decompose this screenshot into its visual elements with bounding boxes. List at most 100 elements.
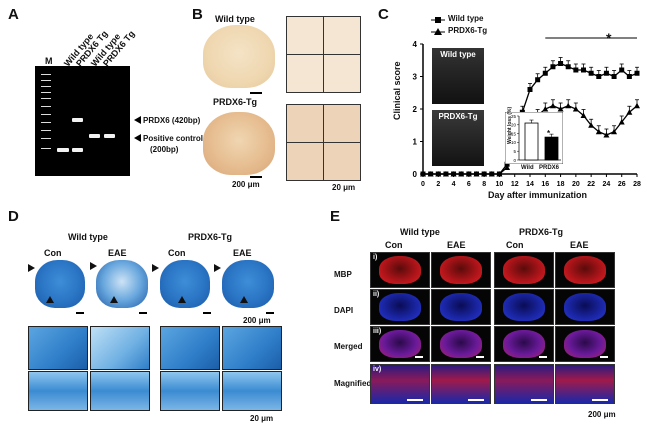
c-ylabel: Clinical score [392,61,402,120]
data-point [634,70,640,76]
arrow-icon [134,134,141,142]
tissue-section-prdx6 [203,112,275,175]
row-prdx6-label: PRDX6-Tg [213,97,258,107]
scale-20um: 20 μm [332,183,356,192]
tissue-section-wildtype [203,25,275,88]
x-tick-label: 10 [496,181,504,188]
arrowhead-icon [28,264,35,272]
e-row-mbp: MBP [334,270,352,279]
significance-star: * [606,30,612,46]
arrowhead-icon [110,296,118,303]
data-point [626,74,632,79]
y-tick-label: 2 [413,105,418,114]
prdx6-band [72,118,83,122]
data-point [442,171,449,177]
data-point [450,171,457,177]
x-tick-label: 20 [572,181,580,188]
data-point [488,171,495,177]
data-point [504,164,511,170]
row-wildtype-label: Wild type [215,14,255,24]
inset-bar-1 [544,136,559,161]
data-point [549,102,556,109]
d-group2: PRDX6-Tg [188,232,233,242]
e-group2: PRDX6-Tg [519,227,564,237]
data-point [588,122,595,128]
data-point [496,171,503,177]
d-con2: Con [168,248,186,258]
inset-cat-wild: Wild [521,165,534,171]
band2-label-line1: Positive control [143,134,204,143]
d-eae2: EAE [233,248,252,258]
data-point [565,64,571,70]
x-tick-label: 2 [436,181,440,188]
inset-star: * [547,129,551,138]
data-point [481,171,488,177]
y-tick-label: 0 [413,170,418,179]
c-xlabel: Day after immunization [488,190,588,200]
scale-200um: 200 μm [232,180,260,189]
data-point [427,171,434,177]
legend-marker-square [435,17,441,23]
mouse-photo-prdx6: PRDX6-Tg [432,110,484,166]
panel-b-label: B [192,6,203,23]
band1-label: PRDX6 (420bp) [143,116,201,125]
data-point [527,87,533,92]
d-group1: Wild type [68,232,108,242]
weight-loss-inset: 0 5 10 15 20 25 [505,112,563,164]
data-point [618,119,625,125]
x-tick-label: 22 [587,181,595,188]
e-row-merged: Merged [334,342,363,351]
data-point [573,67,579,73]
data-point [595,128,602,135]
x-tick-label: 14 [526,181,534,188]
data-point [435,171,442,177]
e-group1: Wild type [400,227,440,237]
lane-m-label: M [45,56,53,66]
inset-y-tick: 5 [513,149,516,154]
data-point [550,64,556,70]
data-point [603,132,610,138]
data-point [588,70,594,76]
arrowhead-icon [214,264,221,272]
x-tick-label: 0 [421,181,425,188]
legend-wildtype: Wild type [448,14,484,23]
data-point [473,171,480,177]
e-eae2: EAE [570,240,589,250]
e-scale-200um: 200 μm [588,410,616,419]
arrow-icon [134,116,141,124]
panel-d-label: D [8,208,19,225]
x-tick-label: 16 [541,181,549,188]
data-point [603,70,609,76]
x-tick-label: 24 [603,181,611,188]
e-con1: Con [385,240,403,250]
x-tick-label: 12 [511,181,519,188]
inset-y-tick: 20 [511,123,517,128]
panel-a-label: A [8,6,19,23]
data-point [596,74,602,79]
e-con2: Con [506,240,524,250]
inset-cat-prdx6: PRDX6 [539,165,560,171]
data-point [565,102,572,109]
inset-y-tick: 25 [511,114,517,119]
data-point [572,106,579,112]
panel-e-label: E [330,208,341,225]
data-point [465,171,472,177]
x-tick-label: 6 [467,181,471,188]
inset-y-tick: 15 [511,131,517,136]
band2-label-line2: (200bp) [150,145,179,154]
arrowhead-icon [46,296,54,303]
inset-ylabel: Weight loss (%) [507,106,513,144]
data-point [611,128,618,135]
data-point [558,61,564,66]
data-point [581,67,586,73]
panel-c-label: C [378,6,389,23]
y-tick-label: 4 [413,40,418,49]
x-tick-label: 28 [633,181,641,188]
e-row-magnified: Magnified [334,379,372,388]
legend-prdx6: PRDX6-Tg [448,26,488,35]
arrowhead-icon [152,264,159,272]
data-point [580,112,587,118]
x-tick-label: 26 [618,181,626,188]
data-point [611,74,617,79]
inset-y-tick: 10 [511,140,517,145]
